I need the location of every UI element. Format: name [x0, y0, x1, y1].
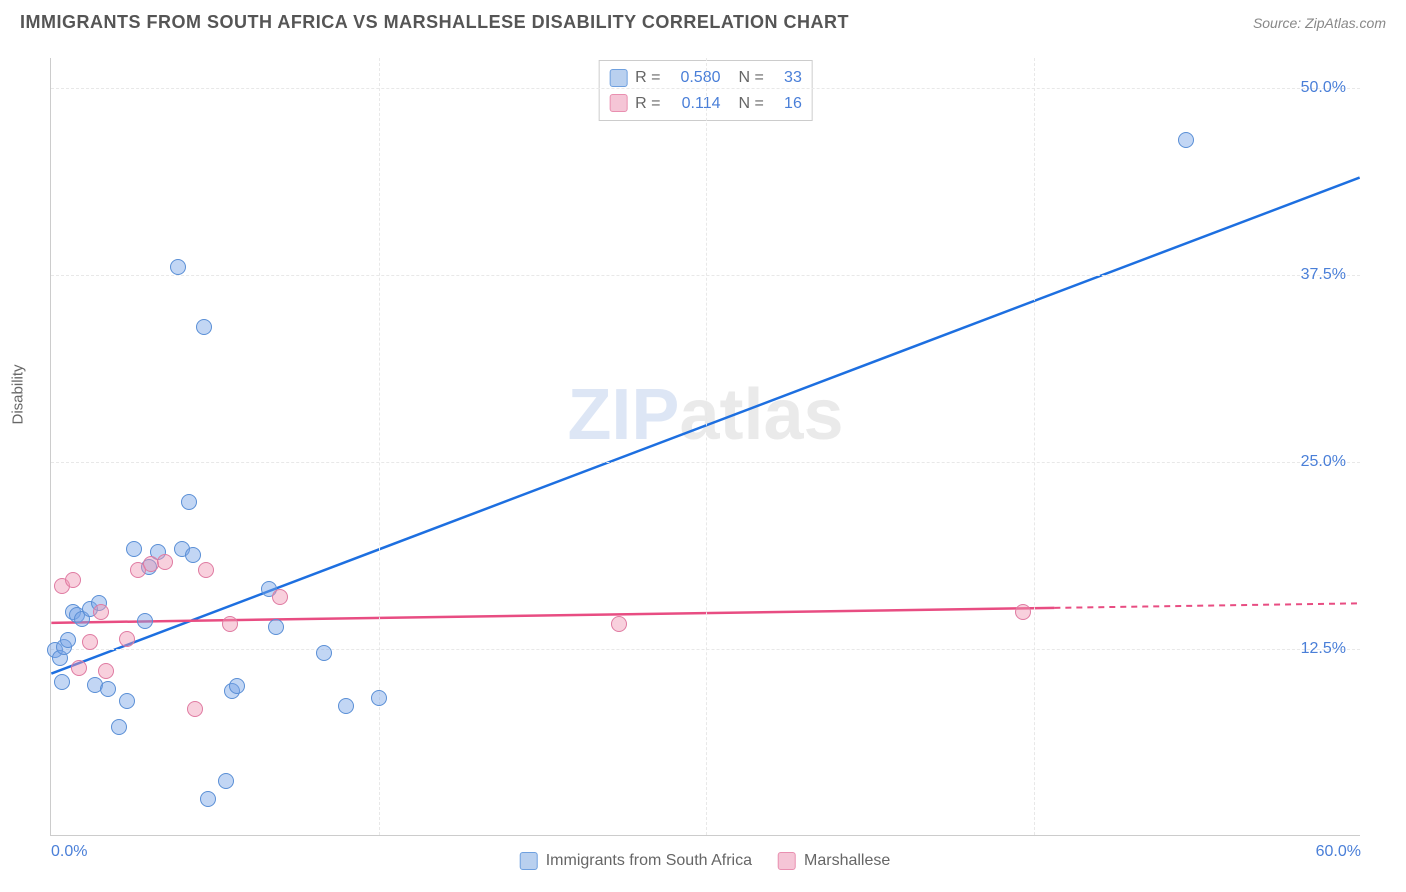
- y-tick-label: 37.5%: [1301, 266, 1346, 284]
- data-point: [126, 541, 142, 557]
- data-point: [200, 791, 216, 807]
- chart-container: ZIPatlas R = 0.580 N = 33 R = 0.114 N = 16 12.5…: [50, 58, 1360, 836]
- regression-line-dashed: [1054, 603, 1359, 608]
- data-point: [82, 634, 98, 650]
- legend-swatch: [609, 94, 627, 112]
- chart-title: IMMIGRANTS FROM SOUTH AFRICA VS MARSHALL…: [20, 12, 849, 33]
- y-axis-label: Disability: [10, 364, 27, 424]
- stat-r-label: R =: [635, 91, 660, 117]
- data-point: [54, 674, 70, 690]
- y-tick-label: 12.5%: [1301, 640, 1346, 658]
- data-point: [98, 663, 114, 679]
- legend-swatch: [609, 69, 627, 87]
- data-point: [111, 719, 127, 735]
- data-point: [71, 660, 87, 676]
- legend-label: Immigrants from South Africa: [546, 852, 752, 870]
- grid-line-v: [1034, 58, 1035, 835]
- legend-swatch: [778, 852, 796, 870]
- data-point: [157, 554, 173, 570]
- data-point: [93, 604, 109, 620]
- grid-line-v: [379, 58, 380, 835]
- plot-area: ZIPatlas R = 0.580 N = 33 R = 0.114 N = 16 12.5…: [50, 58, 1360, 836]
- data-point: [371, 690, 387, 706]
- data-point: [119, 631, 135, 647]
- data-point: [222, 616, 238, 632]
- regression-line: [51, 608, 1054, 623]
- data-point: [316, 645, 332, 661]
- data-point: [272, 589, 288, 605]
- data-point: [181, 494, 197, 510]
- data-point: [268, 619, 284, 635]
- data-point: [100, 681, 116, 697]
- stat-n-label: N =: [739, 91, 764, 117]
- data-point: [1015, 604, 1031, 620]
- data-point: [198, 562, 214, 578]
- watermark-atlas: atlas: [679, 375, 843, 455]
- legend-label: Marshallese: [804, 852, 890, 870]
- data-point: [338, 698, 354, 714]
- data-point: [137, 613, 153, 629]
- series-legend: Immigrants from South Africa Marshallese: [520, 852, 891, 870]
- data-point: [1178, 132, 1194, 148]
- stat-n-value: 16: [772, 91, 802, 117]
- data-point: [229, 678, 245, 694]
- legend-item: Immigrants from South Africa: [520, 852, 752, 870]
- stat-n-value: 33: [772, 65, 802, 91]
- data-point: [65, 572, 81, 588]
- legend-swatch: [520, 852, 538, 870]
- source-label: Source: ZipAtlas.com: [1253, 15, 1386, 31]
- x-tick-label: 60.0%: [1316, 843, 1361, 861]
- grid-line-v: [706, 58, 707, 835]
- y-tick-label: 25.0%: [1301, 453, 1346, 471]
- data-point: [185, 547, 201, 563]
- data-point: [119, 693, 135, 709]
- data-point: [611, 616, 627, 632]
- data-point: [187, 701, 203, 717]
- data-point: [170, 259, 186, 275]
- stat-r-label: R =: [635, 65, 660, 91]
- watermark-zip: ZIP: [567, 375, 679, 455]
- data-point: [218, 773, 234, 789]
- stat-r-value: 0.114: [669, 91, 721, 117]
- legend-item: Marshallese: [778, 852, 890, 870]
- x-tick-label: 0.0%: [51, 843, 87, 861]
- stat-r-value: 0.580: [669, 65, 721, 91]
- stat-n-label: N =: [739, 65, 764, 91]
- y-tick-label: 50.0%: [1301, 79, 1346, 97]
- data-point: [60, 632, 76, 648]
- data-point: [196, 319, 212, 335]
